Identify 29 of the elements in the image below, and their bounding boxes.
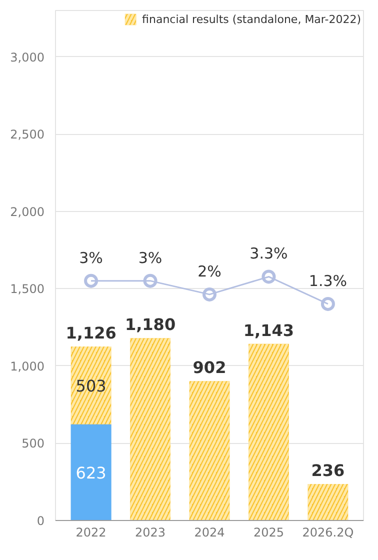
data-label: 1.3%	[308, 272, 348, 290]
total-label: 1,180	[124, 315, 176, 334]
total-label: 902	[192, 358, 226, 378]
total-label: 1,126	[66, 323, 116, 342]
y-tick-label: 0	[36, 514, 45, 528]
point	[202, 287, 216, 302]
x-tick-label: 2023	[135, 526, 166, 540]
point	[262, 270, 276, 284]
x-tick-label: 2024	[194, 526, 225, 540]
data-label: 3.3%	[250, 244, 288, 263]
y-tick-label: 1,000	[10, 359, 45, 374]
x-tick-label: 2025	[253, 526, 284, 540]
legend-label: financial results (standalone, Mar-2022)	[142, 12, 361, 26]
data-label: 623	[76, 463, 106, 482]
total-label: 1,143	[243, 320, 294, 340]
data-label: 3%	[79, 248, 103, 267]
y-tick-label: 2,500	[10, 128, 45, 142]
y-tick-label: 500	[22, 436, 44, 451]
point	[143, 274, 158, 288]
y-tick-label: 1,500	[10, 282, 45, 296]
data-label: 3%	[138, 248, 162, 267]
y-tick-label: 3,000	[10, 50, 45, 64]
total-label: 236	[311, 461, 345, 480]
x-tick-label: 2022	[76, 526, 106, 540]
data-label: 2%	[198, 262, 222, 280]
point	[84, 274, 98, 288]
point	[320, 296, 335, 311]
y-tick-label: 2,000	[10, 204, 45, 219]
x-tick-label: 2026.2Q	[302, 526, 354, 540]
